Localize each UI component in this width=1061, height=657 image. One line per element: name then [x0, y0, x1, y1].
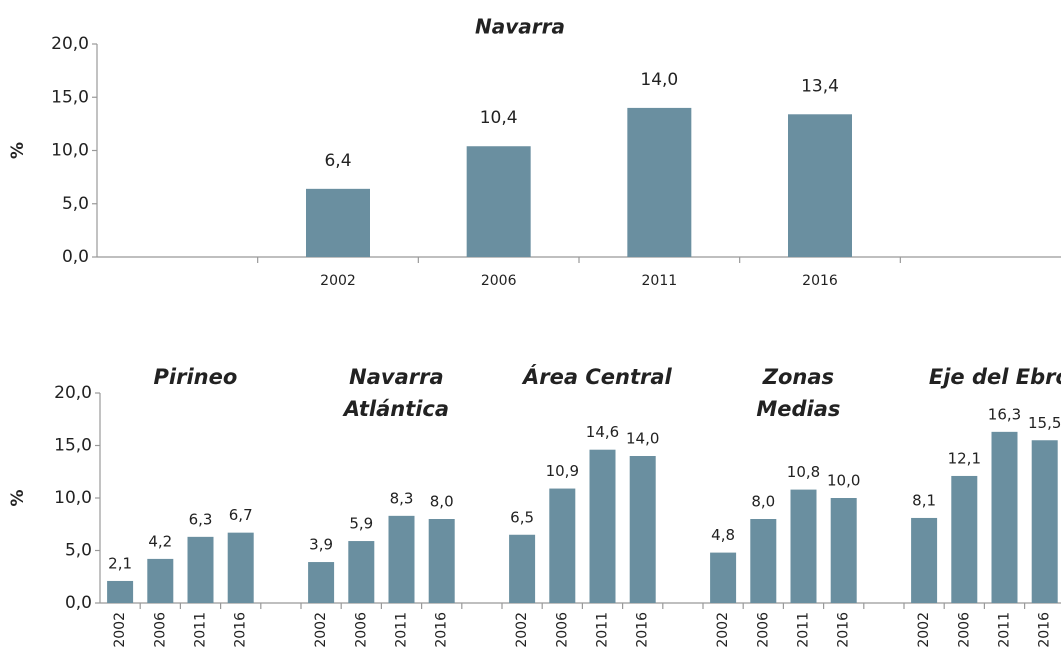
- bar: [107, 580, 134, 603]
- value-label: 14,0: [626, 430, 659, 448]
- x-tick-label: 2006: [152, 612, 168, 648]
- bar: [549, 488, 576, 603]
- bar: [306, 188, 370, 257]
- bar: [428, 519, 455, 603]
- x-tick-label: 2002: [916, 612, 932, 648]
- group-label: Medias: [756, 397, 840, 421]
- x-tick-label: 2006: [956, 612, 972, 648]
- bar: [348, 541, 375, 603]
- bar: [788, 114, 852, 257]
- value-label: 5,9: [349, 515, 373, 533]
- group-label: Zonas: [762, 365, 834, 389]
- bar: [388, 515, 415, 603]
- group-label: Navarra: [349, 365, 444, 389]
- value-label: 8,3: [390, 489, 414, 507]
- bar: [147, 558, 174, 603]
- x-tick-label: 2002: [320, 273, 356, 289]
- y-tick-label: 20,0: [54, 383, 92, 403]
- y-tick-label: 5,0: [62, 194, 89, 214]
- y-tick-label: 10,0: [51, 141, 89, 161]
- x-tick-label: 2011: [796, 612, 812, 648]
- x-tick-label: 2006: [481, 273, 517, 289]
- y-axis-label: %: [8, 142, 28, 159]
- bar: [830, 498, 857, 603]
- value-label: 16,3: [988, 405, 1021, 423]
- value-label: 12,1: [948, 449, 981, 467]
- value-label: 15,5: [1028, 414, 1061, 432]
- group-label: Pirineo: [154, 365, 238, 389]
- value-label: 6,3: [189, 510, 213, 528]
- bar: [790, 489, 817, 603]
- y-tick-label: 10,0: [54, 488, 92, 508]
- value-label: 6,4: [324, 151, 351, 171]
- y-axis-label: %: [8, 489, 28, 506]
- x-tick-label: 2016: [434, 612, 450, 648]
- bar: [629, 456, 656, 603]
- bar: [991, 431, 1018, 603]
- value-label: 4,2: [148, 532, 172, 550]
- bar: [589, 449, 616, 603]
- bar: [750, 519, 777, 603]
- group-label: Atlántica: [342, 397, 449, 421]
- x-tick-label: 2011: [642, 273, 678, 289]
- y-tick-label: 0,0: [65, 593, 92, 613]
- x-tick-label: 2006: [755, 612, 771, 648]
- x-tick-label: 2016: [233, 612, 249, 648]
- y-tick-label: 0,0: [62, 247, 89, 267]
- x-tick-label: 2016: [836, 612, 852, 648]
- value-label: 2,1: [108, 554, 132, 572]
- x-tick-label: 2016: [635, 612, 651, 648]
- value-label: 3,9: [309, 536, 333, 554]
- value-label: 10,4: [480, 108, 518, 128]
- value-label: 6,7: [229, 506, 253, 524]
- value-label: 8,0: [430, 493, 454, 511]
- y-tick-label: 15,0: [51, 87, 89, 107]
- value-label: 8,0: [751, 493, 775, 511]
- bar: [911, 517, 938, 603]
- value-label: 14,0: [640, 70, 678, 90]
- x-tick-label: 2011: [193, 612, 209, 648]
- group-label: Eje del Ebro: [929, 365, 1061, 389]
- y-tick-label: 20,0: [51, 34, 89, 54]
- bar: [951, 475, 978, 603]
- bar: [509, 534, 536, 603]
- bar: [627, 107, 692, 258]
- value-label: 10,0: [827, 472, 860, 490]
- y-tick-label: 5,0: [65, 541, 92, 561]
- x-tick-label: 2011: [997, 612, 1013, 648]
- value-label: 10,8: [787, 463, 820, 481]
- value-label: 4,8: [711, 526, 735, 544]
- x-tick-label: 2016: [1037, 612, 1053, 648]
- x-tick-label: 2006: [353, 612, 369, 648]
- x-tick-label: 2002: [715, 612, 731, 648]
- value-label: 13,4: [801, 76, 839, 96]
- x-tick-label: 2006: [554, 612, 570, 648]
- y-tick-label: 15,0: [54, 436, 92, 456]
- x-tick-label: 2002: [112, 612, 128, 648]
- value-label: 8,1: [912, 491, 936, 509]
- bar: [187, 536, 214, 603]
- x-tick-label: 2011: [394, 612, 410, 648]
- value-label: 10,9: [546, 462, 579, 480]
- chart-title: Navarra: [475, 15, 565, 39]
- x-tick-label: 2016: [802, 273, 838, 289]
- group-label: Área Central: [521, 364, 673, 389]
- x-tick-label: 2002: [313, 612, 329, 648]
- x-tick-label: 2011: [595, 612, 611, 648]
- bar: [227, 532, 254, 603]
- bar: [466, 146, 531, 257]
- value-label: 6,5: [510, 508, 534, 526]
- bar: [308, 562, 335, 603]
- bar: [1031, 440, 1058, 603]
- bar: [710, 552, 737, 603]
- x-tick-label: 2002: [514, 612, 530, 648]
- value-label: 14,6: [586, 423, 619, 441]
